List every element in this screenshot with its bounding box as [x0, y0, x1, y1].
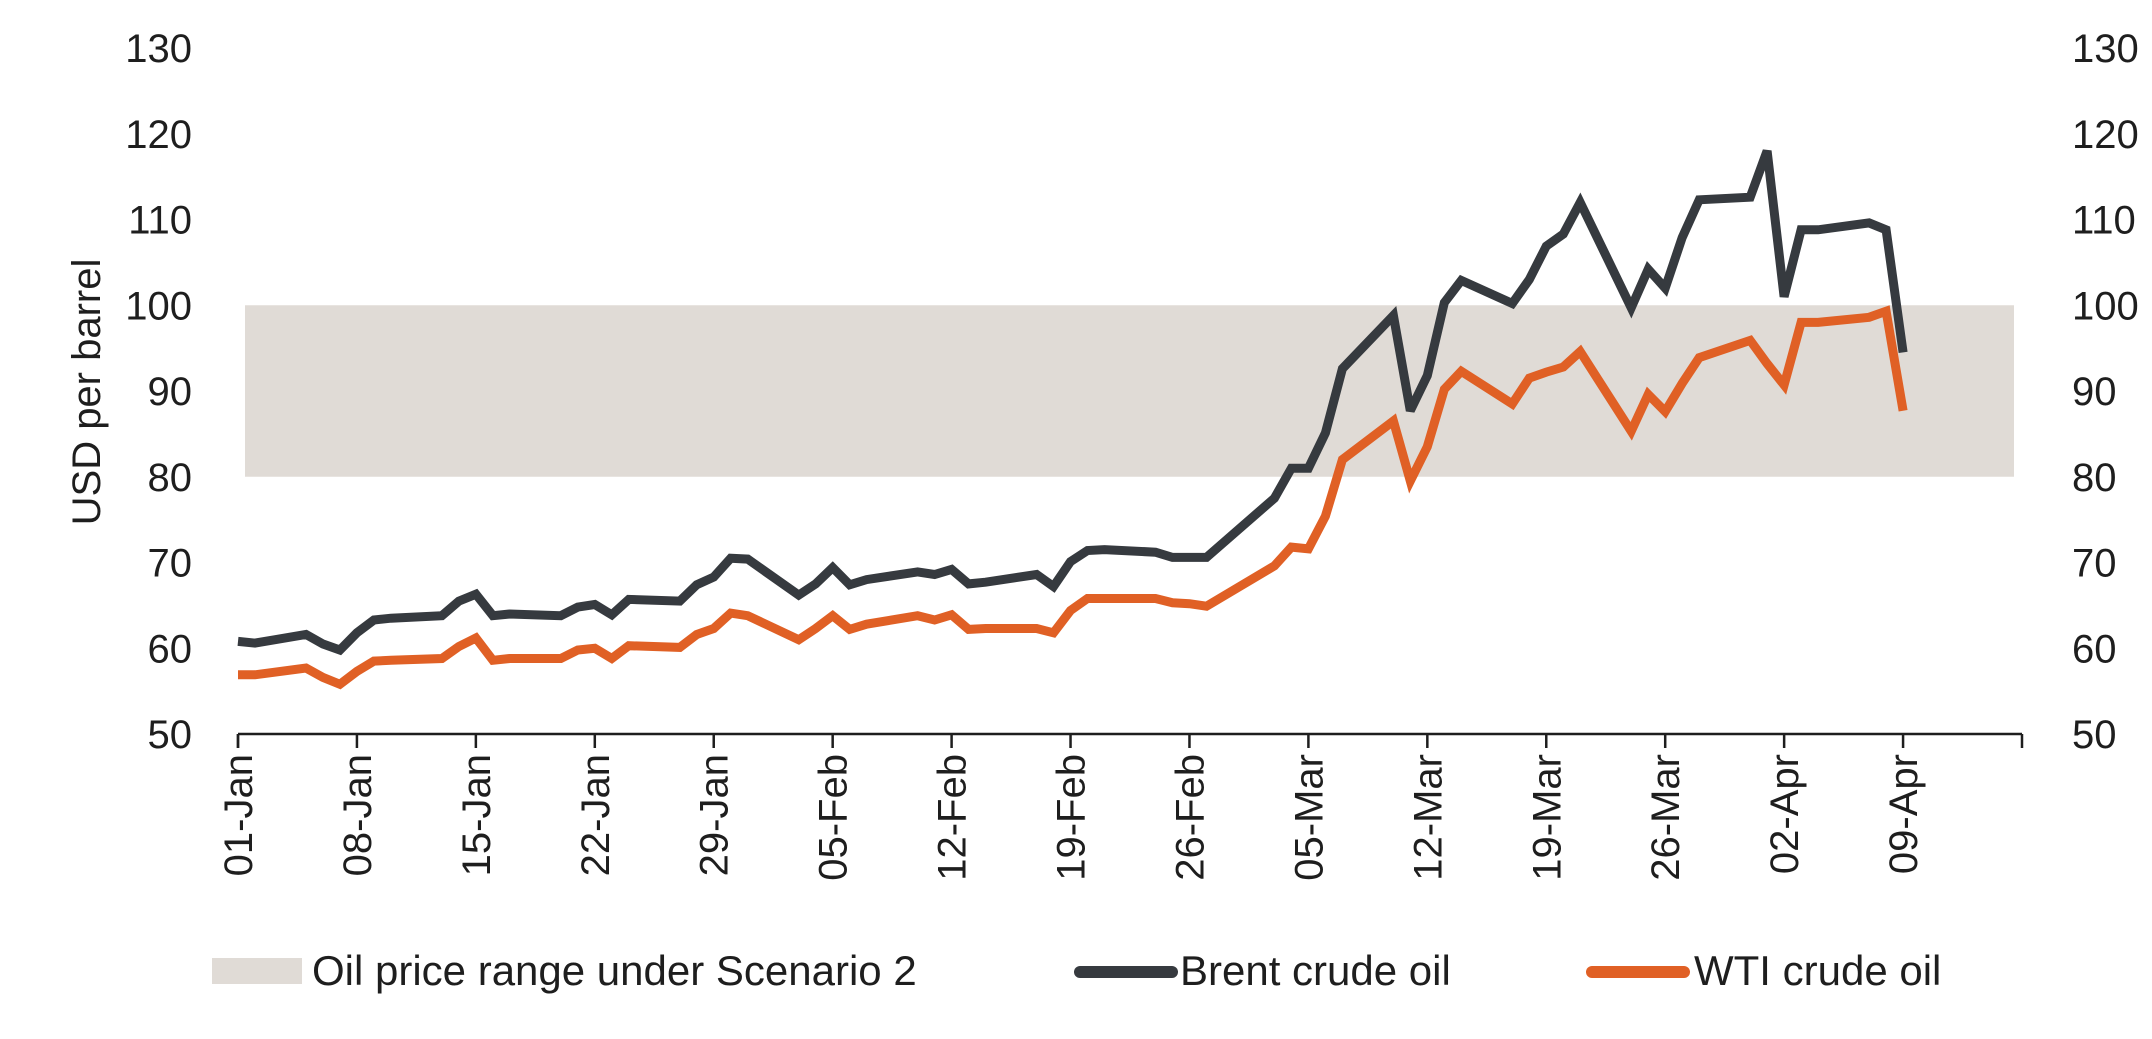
y-tick-label-right: 100: [2072, 284, 2139, 328]
brent-line: [237, 149, 1908, 656]
x-tick-label: 15-Jan: [455, 754, 499, 876]
x-tick-label: 29-Jan: [693, 754, 737, 876]
x-tick-label: 26-Mar: [1644, 754, 1688, 881]
y-axis-right-ticks: 50 60 70 80 90 100 110 120 130: [2072, 27, 2139, 757]
scenario-band: [245, 305, 2014, 477]
y-tick-label-left: 100: [125, 284, 192, 328]
y-tick-label-right: 70: [2072, 542, 2117, 586]
x-axis-ticks: 01-Jan 08-Jan 15-Jan 22-Jan 29-Jan 05-Feb 12-F…: [217, 734, 1926, 881]
wti-line: [238, 305, 1908, 690]
series-layer: [237, 149, 1908, 690]
x-tick-label: 02-Apr: [1763, 754, 1807, 874]
y-tick-label-right: 90: [2072, 370, 2117, 414]
y-tick-label-right: 50: [2072, 713, 2117, 757]
x-tick-label: 01-Jan: [217, 754, 261, 876]
x-tick-label: 12-Feb: [931, 754, 975, 881]
y-axis-title: USD per barrel: [65, 259, 109, 526]
legend-item-band[interactable]: Oil price range under Scenario 2: [212, 947, 917, 994]
legend-band-swatch: [212, 958, 302, 984]
x-tick-label: 26-Feb: [1168, 754, 1212, 881]
y-axis-left-ticks: 50 60 70 80 90 100 110 120 130: [125, 27, 192, 757]
x-tick-label: 05-Mar: [1287, 754, 1331, 881]
y-tick-label-left: 110: [128, 199, 192, 243]
legend-item-brent[interactable]: Brent crude oil: [1074, 947, 1451, 994]
y-tick-label-left: 70: [148, 542, 193, 586]
y-tick-label-right: 110: [2072, 199, 2136, 243]
legend-brent-label: Brent crude oil: [1180, 947, 1451, 994]
axes: [236, 732, 2024, 748]
x-tick-label: 19-Mar: [1525, 754, 1569, 881]
y-tick-label-left: 130: [125, 27, 192, 71]
x-tick-label: 09-Apr: [1882, 754, 1926, 874]
y-tick-label-right: 60: [2072, 627, 2117, 671]
x-tick-label: 12-Mar: [1406, 754, 1450, 881]
legend: Oil price range under Scenario 2 Brent c…: [212, 947, 1941, 994]
legend-band-label: Oil price range under Scenario 2: [312, 947, 917, 994]
y-tick-label-left: 120: [125, 113, 192, 157]
y-tick-label-right: 80: [2072, 456, 2117, 500]
y-tick-label-right: 130: [2072, 27, 2139, 71]
y-tick-label-left: 80: [148, 456, 193, 500]
y-tick-label-left: 90: [148, 370, 193, 414]
band-layer: [245, 305, 2014, 477]
x-tick-label: 22-Jan: [574, 754, 618, 876]
y-tick-label-left: 60: [148, 627, 193, 671]
y-tick-label-left: 50: [148, 713, 193, 757]
x-tick-label: 19-Feb: [1050, 754, 1094, 881]
legend-wti-label: WTI crude oil: [1694, 947, 1941, 994]
x-tick-label: 05-Feb: [812, 754, 856, 881]
x-tick-label: 08-Jan: [336, 754, 380, 876]
y-tick-label-right: 120: [2072, 113, 2139, 157]
legend-item-wti[interactable]: WTI crude oil: [1586, 947, 1941, 994]
